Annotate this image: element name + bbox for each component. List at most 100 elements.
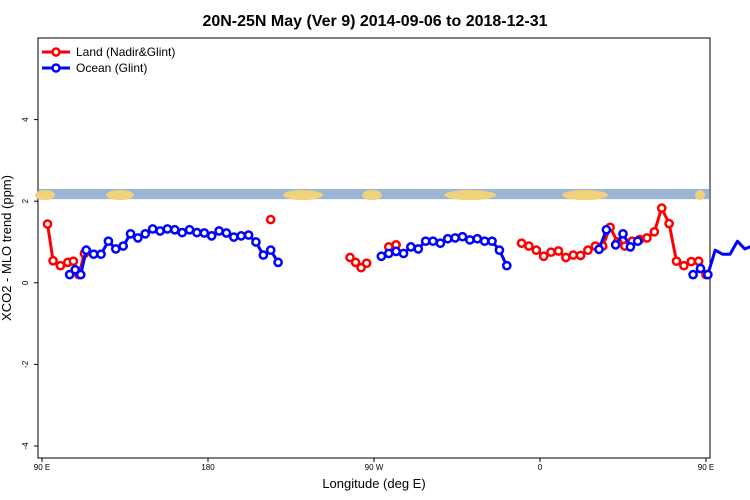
data-point (228, 232, 239, 242)
map-land-caribbean (362, 189, 382, 201)
data-point (177, 227, 188, 238)
y-tick-label: 4 (21, 117, 30, 122)
data-point (625, 242, 636, 252)
series-lines (42, 203, 750, 280)
data-point (383, 248, 394, 259)
map-land-africa (444, 189, 496, 201)
series-land (42, 203, 711, 280)
data-point (538, 251, 549, 262)
data-point (457, 231, 468, 242)
data-point (265, 245, 276, 256)
data-point (472, 233, 483, 244)
data-point (243, 230, 254, 240)
data-point (376, 251, 387, 262)
data-point (524, 241, 534, 251)
data-point (398, 248, 409, 259)
data-point (103, 236, 114, 247)
map-land-asia (35, 189, 55, 201)
legend-marker-ocean (51, 63, 61, 73)
world-map-strip (35, 188, 709, 201)
map-land-north-america (283, 189, 323, 201)
data-point (618, 228, 628, 239)
data-point (42, 219, 53, 229)
data-point (64, 269, 75, 280)
data-point (110, 244, 121, 254)
data-point (656, 203, 667, 213)
data-point (118, 241, 129, 251)
data-point (494, 245, 505, 256)
map-land-arabia-india (562, 189, 608, 201)
y-tick-label: 2 (21, 198, 30, 203)
data-point (125, 228, 136, 239)
y-axis-label: XCO2 - MLO trend (ppm) (0, 175, 14, 321)
data-point (610, 240, 621, 250)
data-point (413, 244, 424, 254)
data-point (568, 250, 579, 260)
data-point (702, 269, 713, 280)
data-point (48, 255, 58, 266)
data-point (679, 260, 689, 271)
x-tick-label: 180 (201, 463, 215, 472)
series-ocean (64, 224, 750, 280)
data-point (420, 236, 431, 247)
legend: Land (Nadir&Glint) Ocean (Glint) (42, 45, 175, 75)
data-point (501, 260, 512, 271)
legend-label-ocean: Ocean (Glint) (76, 61, 147, 75)
data-point (133, 233, 143, 243)
data-point (155, 226, 165, 236)
data-point (487, 236, 497, 247)
data-point (345, 252, 355, 263)
map-land-pacific-islands (106, 189, 134, 201)
axes: 90 E 180 90 W 0 90 E -4 -2 0 2 4 (21, 117, 714, 472)
x-tick-label: 0 (538, 463, 543, 472)
data-point (258, 250, 269, 260)
data-point (96, 249, 106, 260)
data-point (695, 263, 706, 274)
data-point (350, 257, 361, 268)
legend-label-land: Land (Nadir&Glint) (76, 45, 175, 59)
data-point (560, 252, 571, 263)
plot-frame (37, 37, 711, 459)
data-point (55, 260, 66, 271)
data-point (575, 250, 586, 261)
data-point (531, 245, 542, 256)
data-point (442, 233, 453, 244)
data-point (147, 224, 158, 234)
data-point (450, 233, 461, 243)
x-tick-label: 90 E (698, 463, 714, 472)
data-point (546, 247, 556, 258)
data-point (583, 245, 593, 256)
data-point (184, 224, 195, 235)
data-point (70, 264, 81, 275)
chart-title: 20N-25N May (Ver 9) 2014-09-06 to 2018-1… (202, 13, 547, 30)
data-point (642, 233, 652, 243)
data-point (693, 256, 704, 267)
data-point (361, 258, 372, 269)
data-point (671, 256, 682, 267)
data-point (199, 228, 210, 238)
data-point (632, 236, 643, 247)
data-point (81, 245, 92, 256)
data-point (594, 244, 604, 255)
data-point (265, 214, 276, 225)
y-tick-label: 0 (21, 280, 30, 285)
data-point (664, 218, 674, 229)
y-tick-label: -2 (21, 360, 30, 368)
data-point (162, 224, 173, 234)
data-point (516, 238, 527, 249)
data-point (206, 231, 217, 241)
map-land-east (695, 189, 705, 201)
y-tick-label: -4 (21, 442, 30, 450)
data-point (75, 269, 86, 280)
data-point (273, 257, 283, 268)
data-point (169, 224, 180, 235)
data-point (649, 226, 660, 237)
data-point (140, 228, 151, 239)
data-point (465, 235, 475, 245)
x-axis-label: Longitude (deg E) (322, 476, 425, 491)
data-point (251, 237, 261, 247)
data-point (236, 231, 247, 241)
data-point (214, 226, 224, 236)
data-point (391, 246, 401, 257)
